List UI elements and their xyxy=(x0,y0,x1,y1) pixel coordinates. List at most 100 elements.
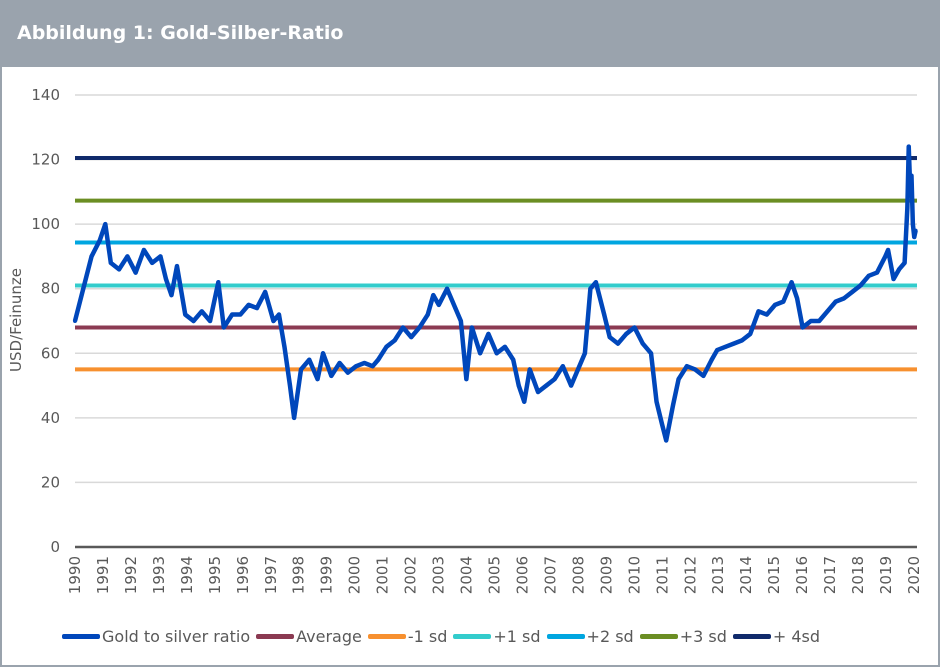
data-point xyxy=(246,302,251,307)
data-point xyxy=(400,325,405,330)
data-point xyxy=(660,422,665,427)
legend-label: +1 sd xyxy=(493,627,541,646)
data-point xyxy=(191,319,196,323)
data-point xyxy=(701,373,706,378)
data-point xyxy=(103,222,108,227)
x-tick-label: 1990 xyxy=(66,556,84,594)
data-point xyxy=(263,289,268,294)
data-point xyxy=(693,367,698,372)
data-point xyxy=(221,325,226,330)
legend-label: +3 sd xyxy=(679,627,727,646)
data-point xyxy=(392,338,397,343)
data-point xyxy=(883,254,888,259)
x-tick-label: 1997 xyxy=(262,556,280,594)
data-point xyxy=(858,283,863,288)
data-point xyxy=(640,341,645,346)
x-tick-label: 2003 xyxy=(430,556,448,594)
data-point xyxy=(478,351,483,356)
data-point xyxy=(354,364,359,369)
data-point xyxy=(315,377,320,382)
data-point xyxy=(494,351,499,356)
data-point xyxy=(216,280,221,285)
y-tick-label: 60 xyxy=(41,344,60,362)
data-point xyxy=(615,341,620,346)
data-point xyxy=(183,312,188,317)
data-point xyxy=(795,296,800,301)
data-point xyxy=(833,299,838,304)
data-point xyxy=(238,312,243,317)
data-point xyxy=(73,319,77,323)
x-tick-label: 2004 xyxy=(458,556,476,594)
legend-item: Gold to silver ratio xyxy=(62,627,250,646)
data-point xyxy=(912,235,917,240)
data-point xyxy=(208,319,213,323)
data-point xyxy=(362,360,367,365)
y-tick-label: 80 xyxy=(41,280,60,298)
data-point xyxy=(117,267,122,272)
data-point xyxy=(773,302,778,307)
x-tick-label: 2007 xyxy=(541,556,559,594)
x-tick-label: 2002 xyxy=(402,556,420,594)
data-point xyxy=(174,264,179,269)
data-point xyxy=(709,357,714,362)
data-point xyxy=(409,335,414,340)
data-point xyxy=(723,344,728,349)
data-point xyxy=(417,325,422,330)
data-point xyxy=(141,247,146,252)
x-tick-label: 1991 xyxy=(94,556,112,594)
data-point xyxy=(230,312,235,317)
data-point xyxy=(582,351,587,356)
data-point xyxy=(511,357,516,362)
data-point xyxy=(97,238,102,243)
legend-swatch xyxy=(732,634,771,639)
legend-label: +2 sd xyxy=(586,627,634,646)
data-point xyxy=(384,344,389,349)
data-point xyxy=(89,254,94,259)
x-tick-label: 2006 xyxy=(513,556,531,594)
x-tick-label: 1992 xyxy=(122,556,140,594)
data-point xyxy=(163,277,168,282)
data-point xyxy=(464,377,469,382)
data-point xyxy=(453,306,458,311)
data-point xyxy=(676,377,681,382)
data-point xyxy=(469,325,474,330)
data-point xyxy=(560,364,565,369)
x-tick-label: 2008 xyxy=(569,556,587,594)
legend-item: +3 sd xyxy=(639,627,727,646)
x-tick-label: 2018 xyxy=(849,556,867,594)
data-point xyxy=(624,331,629,336)
legend-label: Gold to silver ratio xyxy=(102,627,251,646)
data-point xyxy=(276,312,281,317)
y-tick-label: 100 xyxy=(31,215,60,233)
x-tick-label: 1996 xyxy=(234,556,252,594)
data-point xyxy=(891,277,896,282)
x-tick-label: 1998 xyxy=(290,556,308,594)
data-point xyxy=(199,309,204,314)
x-tick-label: 2017 xyxy=(821,556,839,594)
data-point xyxy=(458,319,463,323)
data-point xyxy=(739,338,744,343)
data-point xyxy=(299,367,304,372)
y-tick-label: 0 xyxy=(50,538,60,556)
data-point xyxy=(574,370,579,375)
data-point xyxy=(684,364,689,369)
data-point xyxy=(756,309,761,314)
data-point xyxy=(905,206,910,210)
data-point xyxy=(425,312,430,317)
y-tick-label: 120 xyxy=(31,151,60,169)
data-point xyxy=(431,293,436,298)
data-point xyxy=(329,373,334,378)
legend-item: + 4sd xyxy=(732,627,820,646)
data-point xyxy=(632,325,637,330)
data-point xyxy=(908,183,913,188)
legend: Gold to silver ratio Average -1 sd +1 sd +2 … xyxy=(62,627,826,646)
data-point xyxy=(271,319,276,323)
data-point xyxy=(909,173,914,178)
data-point xyxy=(345,370,350,375)
x-tick-label: 2005 xyxy=(486,556,504,594)
data-point xyxy=(169,293,174,298)
data-point xyxy=(789,280,794,285)
data-point xyxy=(445,286,450,291)
x-tick-label: 2000 xyxy=(346,556,364,594)
x-tick-label: 1993 xyxy=(150,556,168,594)
